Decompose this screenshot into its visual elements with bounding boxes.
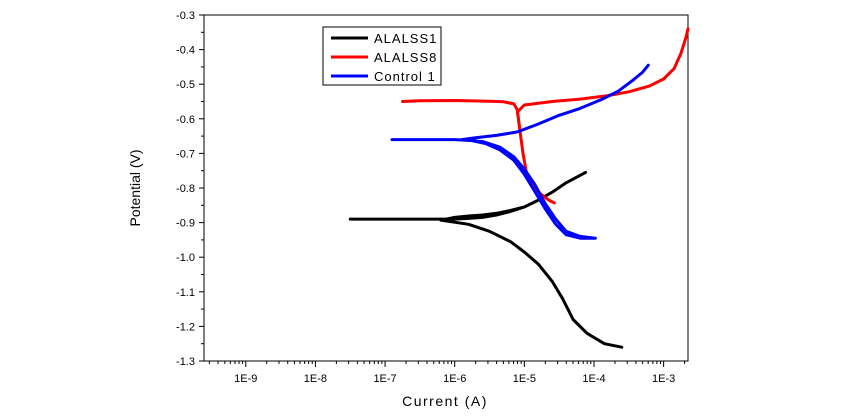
y-axis-title: Potential (V) [127, 149, 143, 226]
x-tick-label: 1E-5 [513, 373, 536, 385]
axes-layer: -0.3 -0.4 -0.5 -0.6 -0.7 -0.8 -0.9 -1.0 -1.1 -1.2… [176, 10, 689, 385]
y-tick-label: -0.7 [176, 148, 195, 160]
y-tick-label: -0.6 [176, 114, 195, 126]
y-tick-label: -1.2 [176, 321, 195, 333]
series-line-alalss1 [348, 170, 624, 349]
x-axis-title: Current (A) [402, 393, 488, 409]
x-tick-label: 1E-7 [373, 373, 396, 385]
x-tick-label: 1E-9 [234, 373, 257, 385]
legend-label-control1: Control 1 [374, 69, 436, 84]
x-tick-label: 1E-4 [582, 373, 605, 385]
y-tick-label: -0.9 [176, 218, 195, 230]
plot-frame [203, 14, 689, 362]
x-tick-label: 1E-8 [304, 373, 327, 385]
series-line-alalss8 [401, 27, 690, 205]
y-tick-label: -0.5 [176, 79, 195, 91]
legend-label-alalss1: ALALSS1 [374, 31, 437, 46]
legend: ALALSS1 ALALSS8 Control 1 [322, 26, 442, 86]
y-tick-label: -1.0 [176, 252, 195, 264]
x-tick-label: 1E-6 [443, 373, 466, 385]
legend-label-alalss8: ALALSS8 [374, 50, 437, 65]
y-tick-label: -1.1 [176, 287, 195, 299]
x-tick-label: 1E-3 [652, 373, 675, 385]
series-line-control1 [390, 63, 650, 240]
y-tick-label: -0.8 [176, 183, 195, 195]
y-tick-label: -1.3 [176, 356, 195, 368]
y-tick-label: -0.4 [176, 45, 195, 57]
y-tick-label: -0.3 [176, 10, 195, 22]
series-layer [348, 27, 690, 349]
